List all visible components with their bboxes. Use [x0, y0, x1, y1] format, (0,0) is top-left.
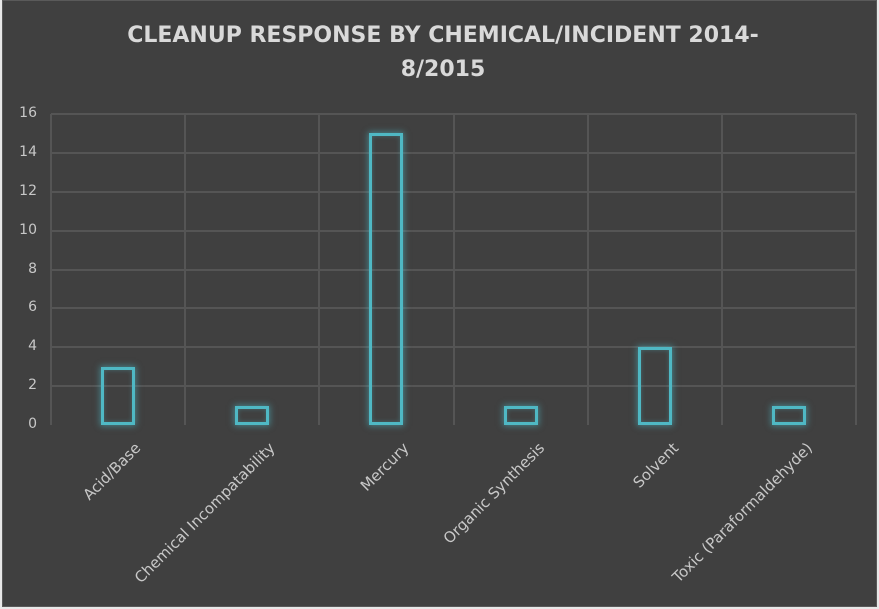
bar-organic-synthesis[interactable] — [503, 405, 538, 425]
y-tick-label: 6 — [28, 299, 37, 316]
y-tick-label: 4 — [28, 338, 37, 355]
x-tick-label: Toxic (Paraformaldehyde) — [668, 439, 816, 587]
x-tick-label: Chemical Incompatability — [131, 439, 279, 587]
y-tick-label: 8 — [28, 260, 37, 277]
chart-title-line-1: CLEANUP RESPONSE BY CHEMICAL/INCIDENT 20… — [127, 23, 759, 48]
chart-title-line-2: 8/2015 — [400, 57, 486, 82]
x-tick-label: Acid/Base — [79, 439, 145, 504]
y-tick-label: 14 — [19, 143, 37, 160]
x-tick-label: Organic Synthesis — [439, 439, 548, 548]
bar-mercury[interactable] — [369, 133, 404, 425]
bar-toxic-paraformaldehyde[interactable] — [771, 405, 806, 425]
bar-acid-base[interactable] — [101, 366, 136, 425]
y-tick-label: 0 — [28, 416, 37, 432]
gridline-vertical — [318, 114, 321, 425]
gridline-vertical — [184, 114, 187, 425]
bar-solvent[interactable] — [637, 347, 672, 425]
y-tick-label: 12 — [19, 182, 37, 199]
gridline-vertical — [855, 114, 857, 425]
gridline-vertical — [720, 114, 723, 425]
gridline-vertical — [452, 114, 455, 425]
y-tick-label: 10 — [19, 221, 37, 238]
plot-area — [50, 113, 857, 425]
gridline-vertical — [586, 114, 589, 425]
x-tick-label: Solvent — [629, 439, 682, 492]
x-tick-label: Mercury — [357, 439, 413, 495]
y-tick-label: 16 — [19, 105, 37, 121]
gridline-vertical — [50, 114, 52, 425]
bar-chemical-incompatability[interactable] — [235, 405, 270, 425]
chart-title: CLEANUP RESPONSE BY CHEMICAL/INCIDENT 20… — [63, 19, 823, 87]
y-tick-label: 2 — [28, 377, 37, 394]
